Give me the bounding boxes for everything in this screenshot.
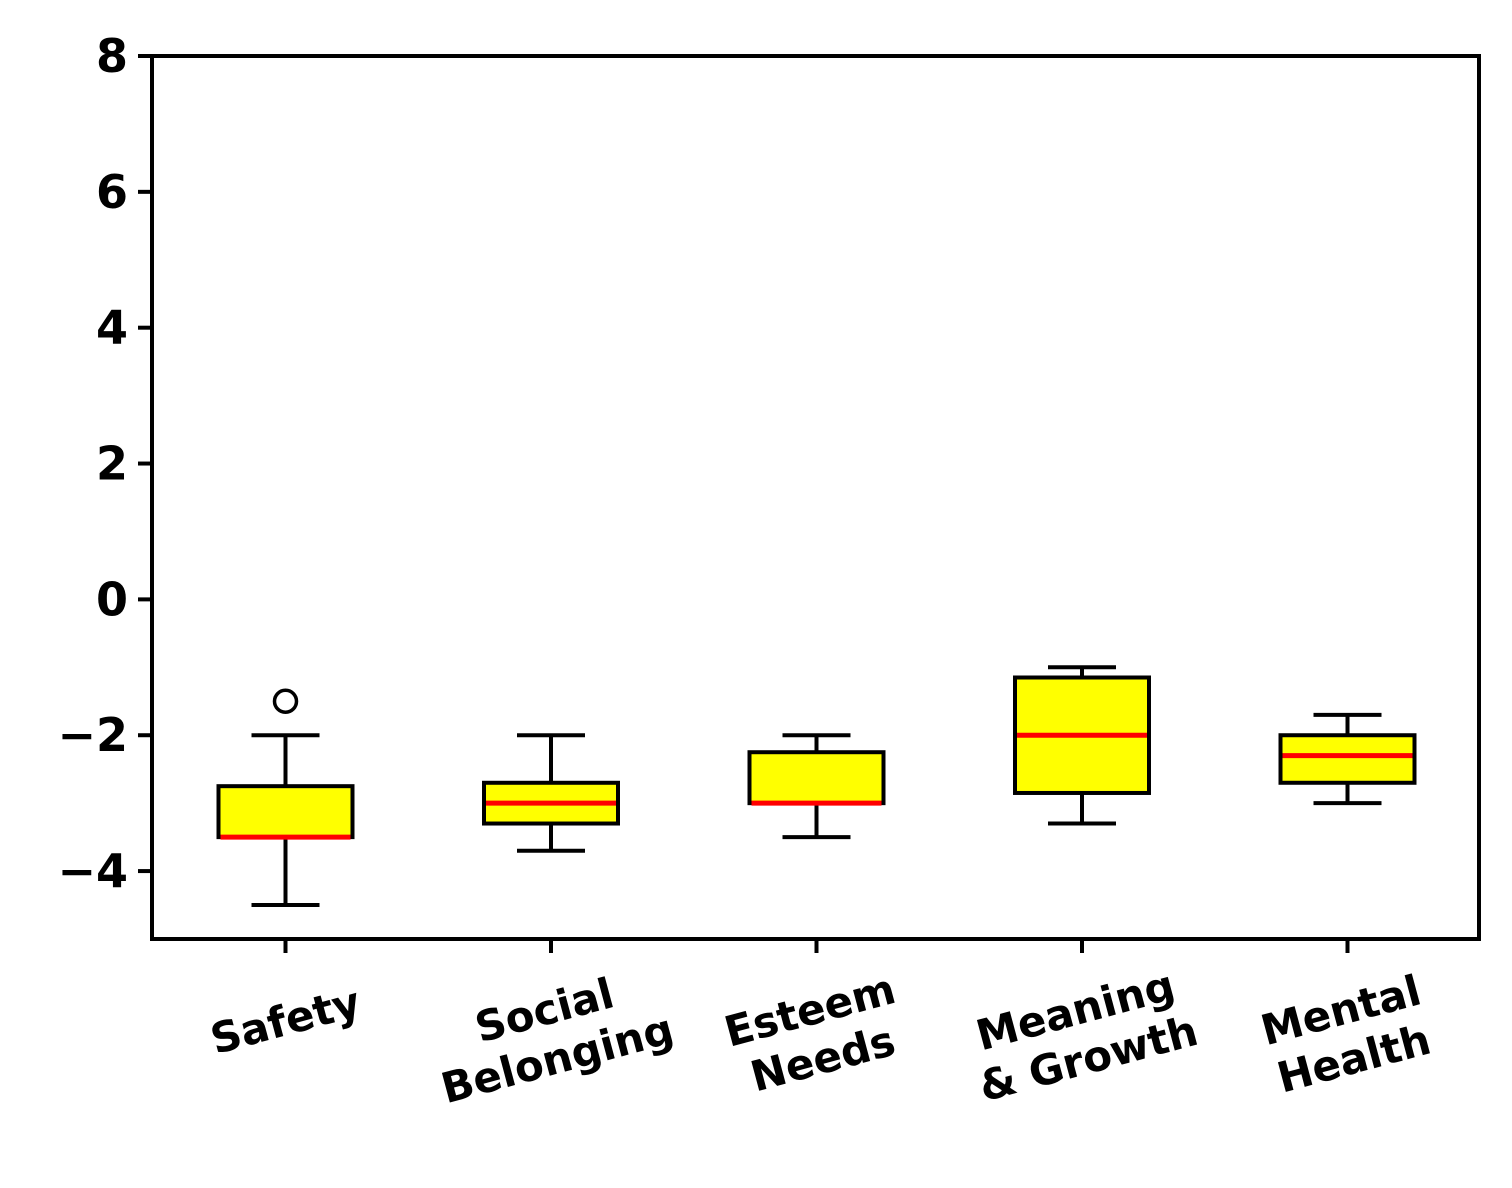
x-tick-label: EsteemNeeds <box>719 964 913 1105</box>
y-tick-label: 8 <box>96 29 128 83</box>
box-group <box>747 733 886 840</box>
y-axis: −4 −2 0 2 4 6 8 <box>57 29 152 898</box>
boxes-layer <box>216 665 1417 908</box>
y-tick-label: 0 <box>96 572 128 626</box>
box-group <box>216 688 355 908</box>
x-tick-label-line: Safety <box>205 977 365 1064</box>
y-tick-label: 2 <box>96 437 128 491</box>
x-tick-label: Meaning& Growth <box>961 958 1203 1112</box>
box-group <box>1278 712 1417 806</box>
y-tick-label: −4 <box>57 844 128 898</box>
y-tick-label: −2 <box>57 708 128 762</box>
outlier-point <box>272 688 299 715</box>
x-tick-label: Safety <box>205 977 365 1064</box>
box-iqr <box>747 750 886 806</box>
y-tick-label: 6 <box>96 165 128 219</box>
box-group <box>1013 665 1151 826</box>
y-tick-label: 4 <box>96 301 128 355</box>
box-iqr <box>1278 733 1417 785</box>
x-tick-label: SocialBelonging <box>423 956 679 1113</box>
x-axis: Safety SocialBelonging EsteemNeeds Meaning&… <box>205 939 1439 1113</box>
x-tick-label: MentalHealth <box>1256 966 1439 1104</box>
box-iqr <box>216 784 355 840</box>
box-group <box>482 733 620 853</box>
